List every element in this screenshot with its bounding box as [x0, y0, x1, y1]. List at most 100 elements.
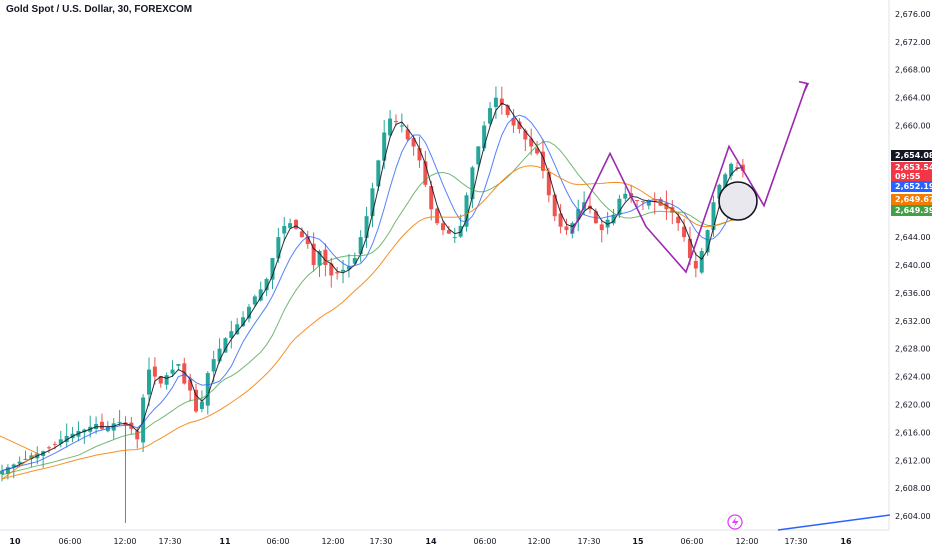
candle-body: [323, 249, 328, 265]
candle-body: [517, 121, 522, 130]
candle-body: [64, 435, 69, 443]
time-tick-label: 17:30: [577, 537, 600, 546]
candle-body: [635, 200, 640, 202]
price-tick-label: 2,640.00: [895, 261, 931, 270]
candle-body: [294, 219, 298, 229]
candle-body: [476, 146, 481, 165]
candle-body: [270, 258, 275, 280]
candle-body: [47, 447, 52, 449]
candle-body: [346, 266, 351, 270]
circle-marker[interactable]: [718, 181, 758, 221]
candle-body: [564, 226, 569, 231]
candle-body: [535, 148, 540, 154]
trend-line[interactable]: [777, 514, 891, 531]
candle-body: [352, 258, 357, 264]
candle-body: [552, 194, 557, 217]
candle-body: [246, 306, 251, 319]
moving-average-line: [0, 165, 744, 480]
price-tick-label: 2,672.00: [895, 38, 931, 47]
price-tag-value: 2,654.08: [895, 151, 932, 160]
candle-body: [141, 397, 146, 443]
candle-body: [182, 363, 187, 384]
candle-body: [687, 238, 692, 259]
price-tick-label: 2,668.00: [895, 66, 931, 75]
candle-body: [17, 461, 22, 464]
time-tick-label: 14: [425, 537, 437, 546]
candle-body: [252, 296, 257, 305]
drawings-layer[interactable]: [570, 80, 891, 531]
candle-body: [329, 263, 334, 276]
price-tick-label: 2,620.00: [895, 400, 931, 409]
candle-body: [58, 439, 63, 444]
candle-body: [540, 151, 545, 171]
candle-body: [464, 195, 469, 227]
candle-body: [570, 223, 575, 234]
candle-body: [441, 223, 445, 231]
candle-body: [435, 208, 440, 224]
moving-average-line: [1, 141, 744, 476]
candle-body: [617, 198, 622, 215]
candle-body: [317, 251, 322, 266]
zigzag-pattern-line[interactable]: [570, 83, 808, 274]
candle-body: [676, 216, 681, 224]
chart-title: Gold Spot / U.S. Dollar, 30, FOREXCOM: [6, 4, 193, 15]
candle-body: [188, 379, 193, 391]
candle-body: [311, 243, 316, 265]
candle-body: [699, 251, 704, 273]
candle-body: [217, 348, 222, 362]
candle-body: [11, 464, 16, 468]
candle-body: [711, 202, 716, 231]
price-axis[interactable]: 2,604.00 2,608.00 2,612.00 2,616.00 2,620.00…: [895, 10, 931, 521]
arrowhead-icon: [798, 80, 810, 93]
candle-body: [388, 118, 393, 136]
candle-body: [341, 269, 346, 272]
countdown-label: 09:55: [895, 172, 921, 181]
lightning-icon: [732, 517, 739, 527]
price-tag-value: 2,649.39: [895, 206, 932, 215]
candle-body: [499, 98, 504, 105]
time-tick-label: 17:30: [369, 537, 392, 546]
price-tick-label: 2,608.00: [895, 484, 931, 493]
candle-body: [288, 223, 293, 228]
candle-body: [558, 213, 563, 227]
moving-average-line: [1, 102, 743, 472]
candle-body: [299, 231, 304, 238]
candle-body: [358, 237, 363, 255]
candle-body: [0, 470, 4, 475]
price-tick-label: 2,676.00: [895, 10, 931, 19]
candle-body: [382, 132, 387, 161]
candle-body: [399, 125, 404, 127]
candle-body: [23, 458, 28, 460]
candle-body: [170, 369, 175, 374]
time-tick-label: 12:00: [735, 537, 758, 546]
time-tick-label: 06:00: [473, 537, 496, 546]
candle-body: [576, 209, 581, 220]
time-axis[interactable]: 10 06:00 12:00 17:30 11 06:00 12:00 17:30 14 06:0…: [9, 537, 852, 546]
candle-body: [205, 373, 210, 406]
price-tick-label: 2,664.00: [895, 94, 931, 103]
candle-body: [364, 216, 369, 239]
price-tag: [891, 150, 932, 161]
candle-body: [482, 125, 487, 149]
candles-layer: [0, 86, 745, 524]
price-tick-label: 2,604.00: [895, 512, 931, 521]
price-tag-value: 2,652.19: [895, 182, 932, 191]
price-tick-label: 2,612.00: [895, 456, 931, 465]
price-tag: [891, 194, 932, 205]
candle-body: [529, 138, 534, 147]
candle-body: [511, 118, 516, 126]
moving-averages-layer: [0, 102, 744, 480]
price-tag: [891, 162, 932, 182]
candle-body: [152, 366, 157, 377]
candle-body: [370, 188, 375, 217]
candle-body: [241, 317, 246, 327]
price-tag-value: 2,653.54: [895, 163, 932, 172]
candle-body: [417, 148, 422, 161]
moving-average-line: [1, 114, 744, 472]
price-tick-label: 2,660.00: [895, 122, 931, 131]
candle-body: [423, 161, 428, 185]
price-tag: [891, 205, 932, 216]
candle-body: [546, 172, 551, 196]
time-tick-label: 12:00: [113, 537, 136, 546]
